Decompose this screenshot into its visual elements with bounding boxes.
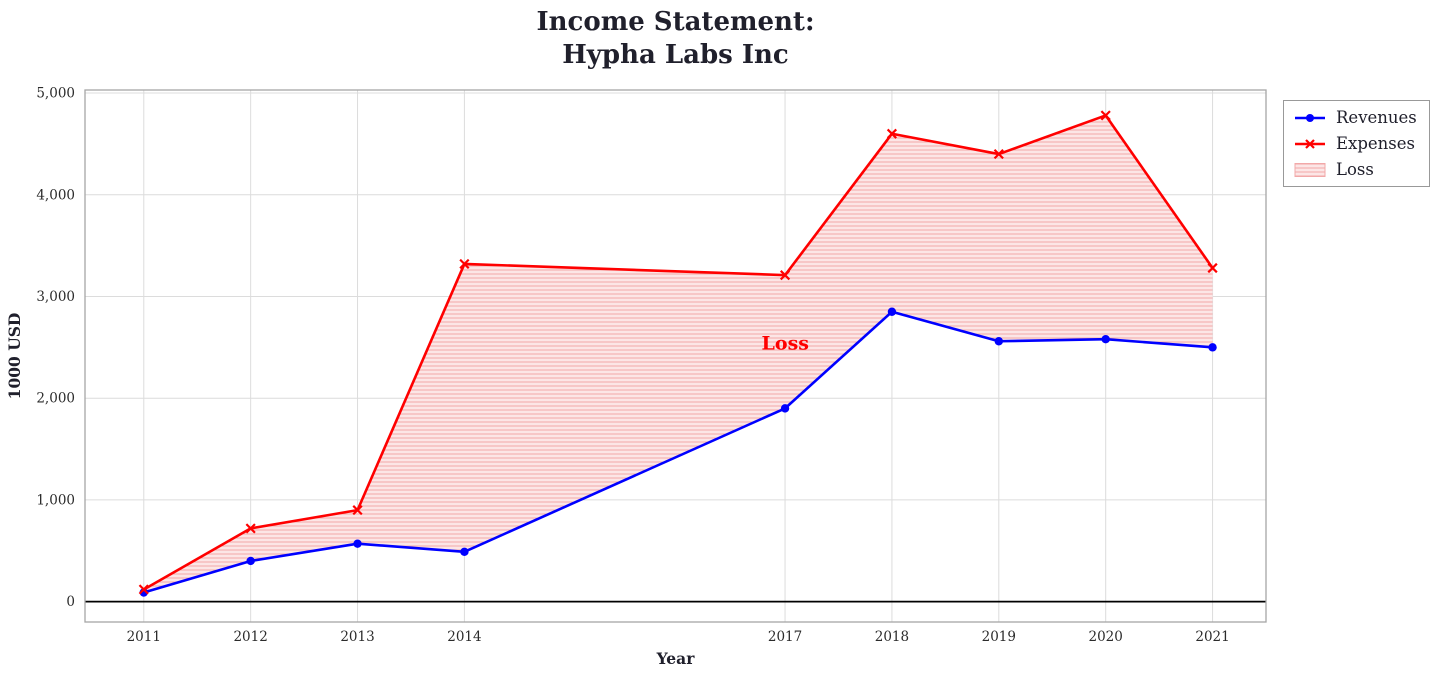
y-tick-label: 5,000 (36, 86, 75, 102)
legend-label-revenues: Revenues (1336, 108, 1417, 127)
expenses-marker (138, 584, 149, 595)
legend: Revenues Expenses Loss (1283, 100, 1430, 187)
x-tick-label: 2013 (340, 629, 374, 645)
loss-area (143, 115, 1213, 593)
expenses-line-icon (1295, 138, 1325, 149)
revenues-marker (353, 539, 362, 548)
x-tick-label: 2011 (127, 629, 161, 645)
y-tick-label: 4,000 (36, 187, 75, 203)
legend-label-expenses: Expenses (1336, 134, 1416, 153)
expenses-marker (779, 270, 791, 281)
legend-item-expenses: Expenses (1293, 134, 1417, 153)
expenses-marker (1100, 110, 1111, 121)
revenues-marker (1208, 343, 1217, 352)
revenues-marker (1101, 335, 1110, 344)
chart-title-line1: Income Statement: (536, 7, 815, 37)
expenses-marker (886, 128, 898, 139)
x-axis-label: Year (656, 649, 696, 668)
legend-item-loss: Loss (1293, 160, 1417, 179)
revenues-marker (994, 337, 1004, 346)
chart-title: Income Statement: Hypha Labs Inc (85, 6, 1266, 72)
expenses-marker (352, 505, 363, 516)
loss-annotation: Loss (762, 332, 809, 354)
chart-title-line2: Hypha Labs Inc (562, 40, 789, 70)
revenues-line-icon (1295, 113, 1325, 122)
revenues-marker (246, 556, 255, 566)
y-axis-label: 1000 USD (5, 313, 24, 400)
x-tick-label: 2021 (1195, 629, 1229, 645)
expenses-marker (1207, 262, 1218, 274)
revenues-marker (780, 404, 790, 413)
x-tick-label: 2012 (233, 629, 267, 645)
x-tick-label: 2014 (447, 629, 481, 645)
legend-item-revenues: Revenues (1293, 108, 1417, 127)
expenses-marker (993, 149, 1004, 160)
legend-label-loss: Loss (1336, 160, 1374, 179)
revenues-marker (460, 547, 469, 557)
x-tick-label: 2017 (768, 629, 802, 645)
y-tick-label: 3,000 (36, 289, 75, 305)
revenues-marker (887, 307, 897, 316)
x-tick-label: 2020 (1089, 629, 1123, 645)
x-tick-label: 2018 (875, 629, 909, 645)
expenses-marker (245, 523, 256, 534)
y-tick-label: 1,000 (36, 492, 75, 508)
y-tick-label: 0 (66, 594, 75, 610)
loss-swatch-icon (1294, 162, 1326, 177)
expenses-marker (459, 258, 470, 270)
plot-border (84, 89, 1267, 623)
y-tick-label: 2,000 (36, 391, 75, 407)
x-tick-label: 2019 (982, 629, 1016, 645)
